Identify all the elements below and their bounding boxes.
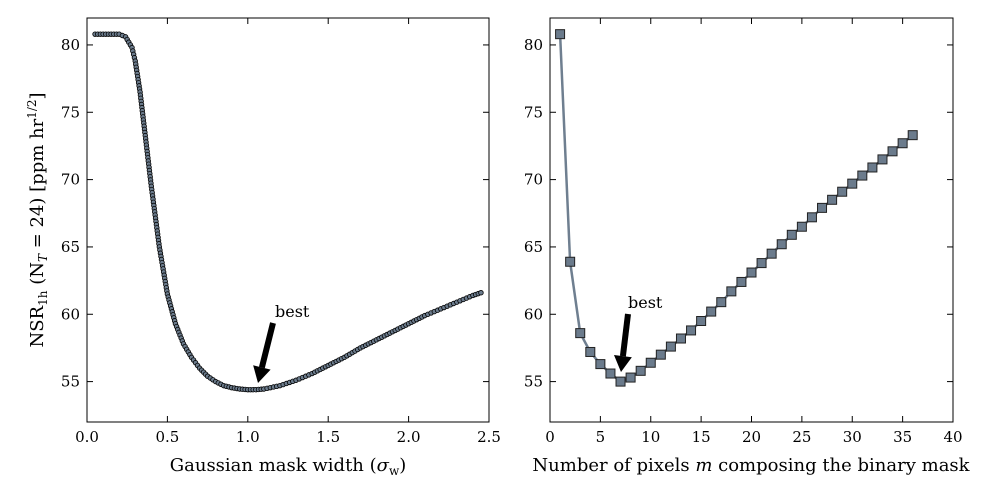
right-x-tick-label: 25 [792, 428, 811, 446]
right-data-point [716, 297, 727, 308]
right-best-label: best [628, 293, 663, 312]
right-data-point [625, 372, 636, 383]
right-data-point [665, 341, 676, 352]
right-data-point [746, 267, 757, 278]
right-series-line [558, 34, 914, 384]
right-data-point [817, 202, 828, 213]
right-x-tick-label: 15 [692, 428, 711, 446]
right-y-tick-label: 60 [524, 305, 543, 323]
left-x-tick-label: 0.0 [75, 428, 99, 446]
right-data-point [645, 357, 656, 368]
right-arrow-shaft [619, 313, 631, 357]
right-data-point [696, 316, 707, 326]
left-y-axis-label: NSR1h (NT = 24) [ppm hr1/2] [25, 92, 50, 347]
left-x-axis-label: Gaussian mask width (σw) [170, 455, 407, 478]
left-y-tick-label: 65 [61, 238, 80, 256]
right-plot-frame [549, 17, 954, 423]
right-data-point [655, 349, 666, 360]
right-data-point [806, 212, 817, 223]
right-data-point [575, 328, 586, 339]
right-data-point [585, 346, 596, 357]
right-data-point [615, 376, 626, 387]
right-y-tick-label: 75 [524, 103, 543, 121]
right-x-tick-label: 5 [596, 428, 606, 446]
right-data-point [857, 170, 868, 181]
left-y-ticks: 55 60 65 70 75 80 [61, 36, 489, 391]
left-chart: 0.0 0.5 1.0 1.5 2.0 2.5 55 60 65 70 75 80 best Gau… [25, 17, 501, 478]
right-y-tick-label: 55 [524, 373, 543, 391]
left-y-tick-label: 75 [61, 103, 80, 121]
right-x-tick-label: 40 [943, 428, 962, 446]
right-data-point [736, 276, 747, 287]
left-y-tick-label: 55 [61, 373, 80, 391]
right-y-tick-label: 65 [524, 238, 543, 256]
right-data-point [635, 365, 646, 376]
right-data-point [675, 333, 686, 344]
left-plot-frame [86, 17, 490, 423]
left-x-tick-label: 2.5 [477, 428, 501, 446]
right-x-ticks: 0 5 10 15 20 25 30 35 40 [545, 18, 963, 446]
right-series-markers [555, 29, 918, 387]
right-x-tick-label: 35 [893, 428, 912, 446]
left-series-markers [92, 31, 484, 393]
right-data-point [776, 239, 787, 250]
right-y-tick-label: 80 [524, 36, 543, 54]
left-best-label: best [275, 302, 310, 321]
right-data-point [837, 186, 848, 197]
right-data-point [796, 221, 807, 232]
right-data-point [786, 229, 797, 240]
left-x-tick-label: 1.5 [316, 428, 340, 446]
left-x-tick-label: 2.0 [397, 428, 421, 446]
right-x-axis-label: Number of pixels m composing the binary … [532, 455, 970, 476]
right-x-tick-label: 10 [641, 428, 660, 446]
left-y-tick-label: 60 [61, 305, 80, 323]
right-data-point [555, 29, 566, 40]
right-data-point [867, 162, 878, 173]
left-x-tick-label: 0.5 [155, 428, 179, 446]
left-y-tick-label: 80 [61, 36, 80, 54]
right-x-tick-label: 20 [742, 428, 761, 446]
right-data-point [827, 194, 838, 205]
left-x-ticks: 0.0 0.5 1.0 1.5 2.0 2.5 [75, 18, 501, 446]
left-x-tick-label: 1.0 [236, 428, 260, 446]
right-data-point [907, 130, 918, 141]
right-chart: 0 5 10 15 20 25 30 35 40 55 60 65 70 75 80 best Numbe… [524, 17, 971, 476]
right-best-arrow [613, 313, 632, 372]
right-data-point [877, 154, 888, 165]
right-data-point [887, 146, 898, 157]
right-data-point [847, 178, 858, 189]
right-data-point [686, 325, 697, 336]
left-data-point [478, 290, 484, 296]
right-x-tick-label: 30 [843, 428, 862, 446]
right-data-point [726, 286, 737, 297]
right-data-point [897, 138, 908, 149]
right-data-point [766, 248, 777, 259]
left-y-tick-label: 70 [61, 171, 80, 189]
left-arrow-head [253, 365, 271, 383]
right-x-tick-label: 0 [545, 428, 555, 446]
right-data-point [706, 306, 717, 317]
right-arrow-head [613, 355, 632, 372]
right-data-point [605, 368, 616, 379]
right-data-point [595, 359, 606, 370]
right-data-point [756, 258, 767, 269]
left-best-arrow [253, 322, 276, 383]
right-y-ticks: 55 60 65 70 75 80 [524, 36, 953, 391]
left-arrow-shaft [258, 322, 276, 369]
right-data-point [565, 256, 576, 267]
right-y-tick-label: 70 [524, 171, 543, 189]
